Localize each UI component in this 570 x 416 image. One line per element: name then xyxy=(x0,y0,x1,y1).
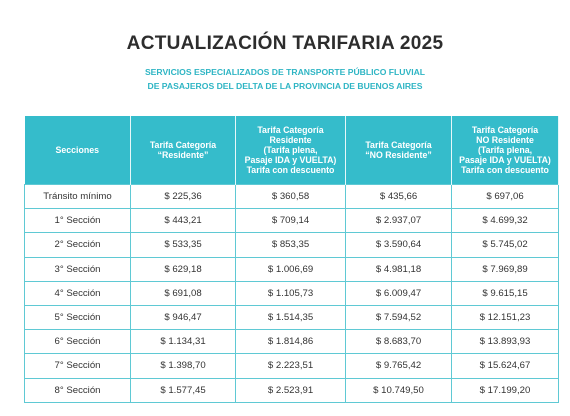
fare-cell: $ 1.577,45 xyxy=(130,377,236,403)
section-cell: 1° Sección xyxy=(24,208,131,234)
fare-cell: $ 1.134,31 xyxy=(130,329,236,355)
header-line: Secciones xyxy=(55,145,100,155)
fare-cell: $ 533,35 xyxy=(130,232,236,258)
header-line: Residente xyxy=(269,135,312,145)
subtitle-line: SERVICIOS ESPECIALIZADOS DE TRANSPORTE P… xyxy=(144,67,426,77)
fare-cell: $ 853,35 xyxy=(235,232,346,258)
fare-cell: $ 1.814,86 xyxy=(235,329,346,355)
header-line: (Tarifa plena, xyxy=(477,145,533,155)
fare-cell: $ 360,58 xyxy=(235,183,346,210)
section-cell: 5° Sección xyxy=(24,304,131,331)
header-row: Secciones Tarifa Categoría “Residente” Tari… xyxy=(24,116,559,185)
fare-cell: $ 2.937,07 xyxy=(345,208,452,234)
section-cell: 4° Sección xyxy=(24,280,131,306)
fare-cell: $ 12.151,23 xyxy=(451,304,559,331)
table-body: Tránsito mínimo $ 225,36 $ 360,58 $ 435,66 $… xyxy=(24,183,559,403)
section-cell: 8° Sección xyxy=(24,377,131,403)
table-row: 3° Sección $ 629,18 $ 1.006,69 $ 4.981,18 $ … xyxy=(24,256,559,282)
title: ACTUALIZACIÓN TARIFARIA 2025 xyxy=(126,33,444,54)
fare-cell: $ 709,14 xyxy=(235,208,346,234)
fare-cell: $ 4.981,18 xyxy=(345,256,452,282)
fare-table: Secciones Tarifa Categoría “Residente” Tari… xyxy=(24,116,559,403)
header-cell: Secciones xyxy=(24,116,131,185)
fare-cell: $ 13.893,93 xyxy=(451,329,559,355)
fare-cell: $ 8.683,70 xyxy=(345,329,452,355)
header-line: Tarifa con descuento xyxy=(246,165,335,175)
fare-cell: $ 1.105,73 xyxy=(235,280,346,306)
fare-cell: $ 3.590,64 xyxy=(345,232,452,258)
fare-cell: $ 697,06 xyxy=(451,183,559,210)
fare-cell: $ 225,36 xyxy=(130,183,236,210)
header-cell: Tarifa Categoría NO Residente (Tarifa plen… xyxy=(451,116,559,185)
section-cell: 6° Sección xyxy=(24,329,131,355)
fare-cell: $ 15.624,67 xyxy=(451,353,559,379)
header-line: Tarifa con descuento xyxy=(461,165,549,175)
table-row: 8° Sección $ 1.577,45 $ 2.523,91 $ 10.749,5… xyxy=(24,377,559,403)
header-line: Tarifa Categoría xyxy=(365,140,432,150)
fare-cell: $ 5.745,02 xyxy=(451,232,559,258)
fare-cell: $ 2.523,91 xyxy=(235,377,346,403)
fare-cell: $ 946,47 xyxy=(130,304,236,331)
header-line: Tarifa Categoría xyxy=(149,140,217,150)
header-line: Pasaje IDA y VUELTA) xyxy=(459,155,551,165)
fare-cell: $ 7.594,52 xyxy=(345,304,452,331)
header-line: Tarifa Categoría xyxy=(257,125,324,135)
fare-cell: $ 2.223,51 xyxy=(235,353,346,379)
section-cell: 3° Sección xyxy=(24,256,131,282)
fare-cell: $ 4.699,32 xyxy=(451,208,559,234)
table-row: 6° Sección $ 1.134,31 $ 1.814,86 $ 8.683,70… xyxy=(24,329,559,355)
fare-cell: $ 435,66 xyxy=(345,183,452,210)
header-line: Pasaje IDA y VUELTA) xyxy=(244,155,337,165)
fare-cell: $ 9.615,15 xyxy=(451,280,559,306)
header-cell: Tarifa Categoría “NO Residente” xyxy=(345,116,452,185)
fare-cell: $ 1.006,69 xyxy=(235,256,346,282)
fare-cell: $ 10.749,50 xyxy=(345,377,452,403)
section-cell: Tránsito mínimo xyxy=(24,183,131,210)
header-line: “Residente” xyxy=(157,150,209,160)
subtitle: SERVICIOS ESPECIALIZADOS DE TRANSPORTE P… xyxy=(0,65,570,93)
header-line: (Tarifa plena, xyxy=(263,145,318,155)
table-row: 4° Sección $ 691,08 $ 1.105,73 $ 6.009,47 $ … xyxy=(24,280,559,306)
fare-cell: $ 17.199,20 xyxy=(451,377,559,403)
table-row: 5° Sección $ 946,47 $ 1.514,35 $ 7.594,52 $ … xyxy=(24,304,559,331)
header-line: Tarifa Categoría xyxy=(471,125,539,135)
fare-cell: $ 6.009,47 xyxy=(345,280,452,306)
fare-cell: $ 1.398,70 xyxy=(130,353,236,379)
fare-cell: $ 9.765,42 xyxy=(345,353,452,379)
section-cell: 2° Sección xyxy=(24,232,131,258)
header-cell: Tarifa Categoría Residente (Tarifa plena, P… xyxy=(235,116,346,185)
section-cell: 7° Sección xyxy=(24,353,131,379)
table-row: Tránsito mínimo $ 225,36 $ 360,58 $ 435,66 $… xyxy=(24,183,559,210)
fare-cell: $ 691,08 xyxy=(130,280,236,306)
header-line: “NO Residente” xyxy=(365,150,432,160)
table-row: 2° Sección $ 533,35 $ 853,35 $ 3.590,64 $ 5.… xyxy=(24,232,559,258)
fare-cell: $ 443,21 xyxy=(130,208,236,234)
table-row: 1° Sección $ 443,21 $ 709,14 $ 2.937,07 $ 4.… xyxy=(24,208,559,234)
table-row: 7° Sección $ 1.398,70 $ 2.223,51 $ 9.765,42… xyxy=(24,353,559,379)
fare-cell: $ 629,18 xyxy=(130,256,236,282)
fare-cell: $ 7.969,89 xyxy=(451,256,559,282)
subtitle-line: DE PASAJEROS DEL DELTA DE LA PROVINCIA D… xyxy=(147,81,423,91)
header-line: NO Residente xyxy=(476,135,534,145)
header-cell: Tarifa Categoría “Residente” xyxy=(130,116,236,185)
fare-cell: $ 1.514,35 xyxy=(235,304,346,331)
